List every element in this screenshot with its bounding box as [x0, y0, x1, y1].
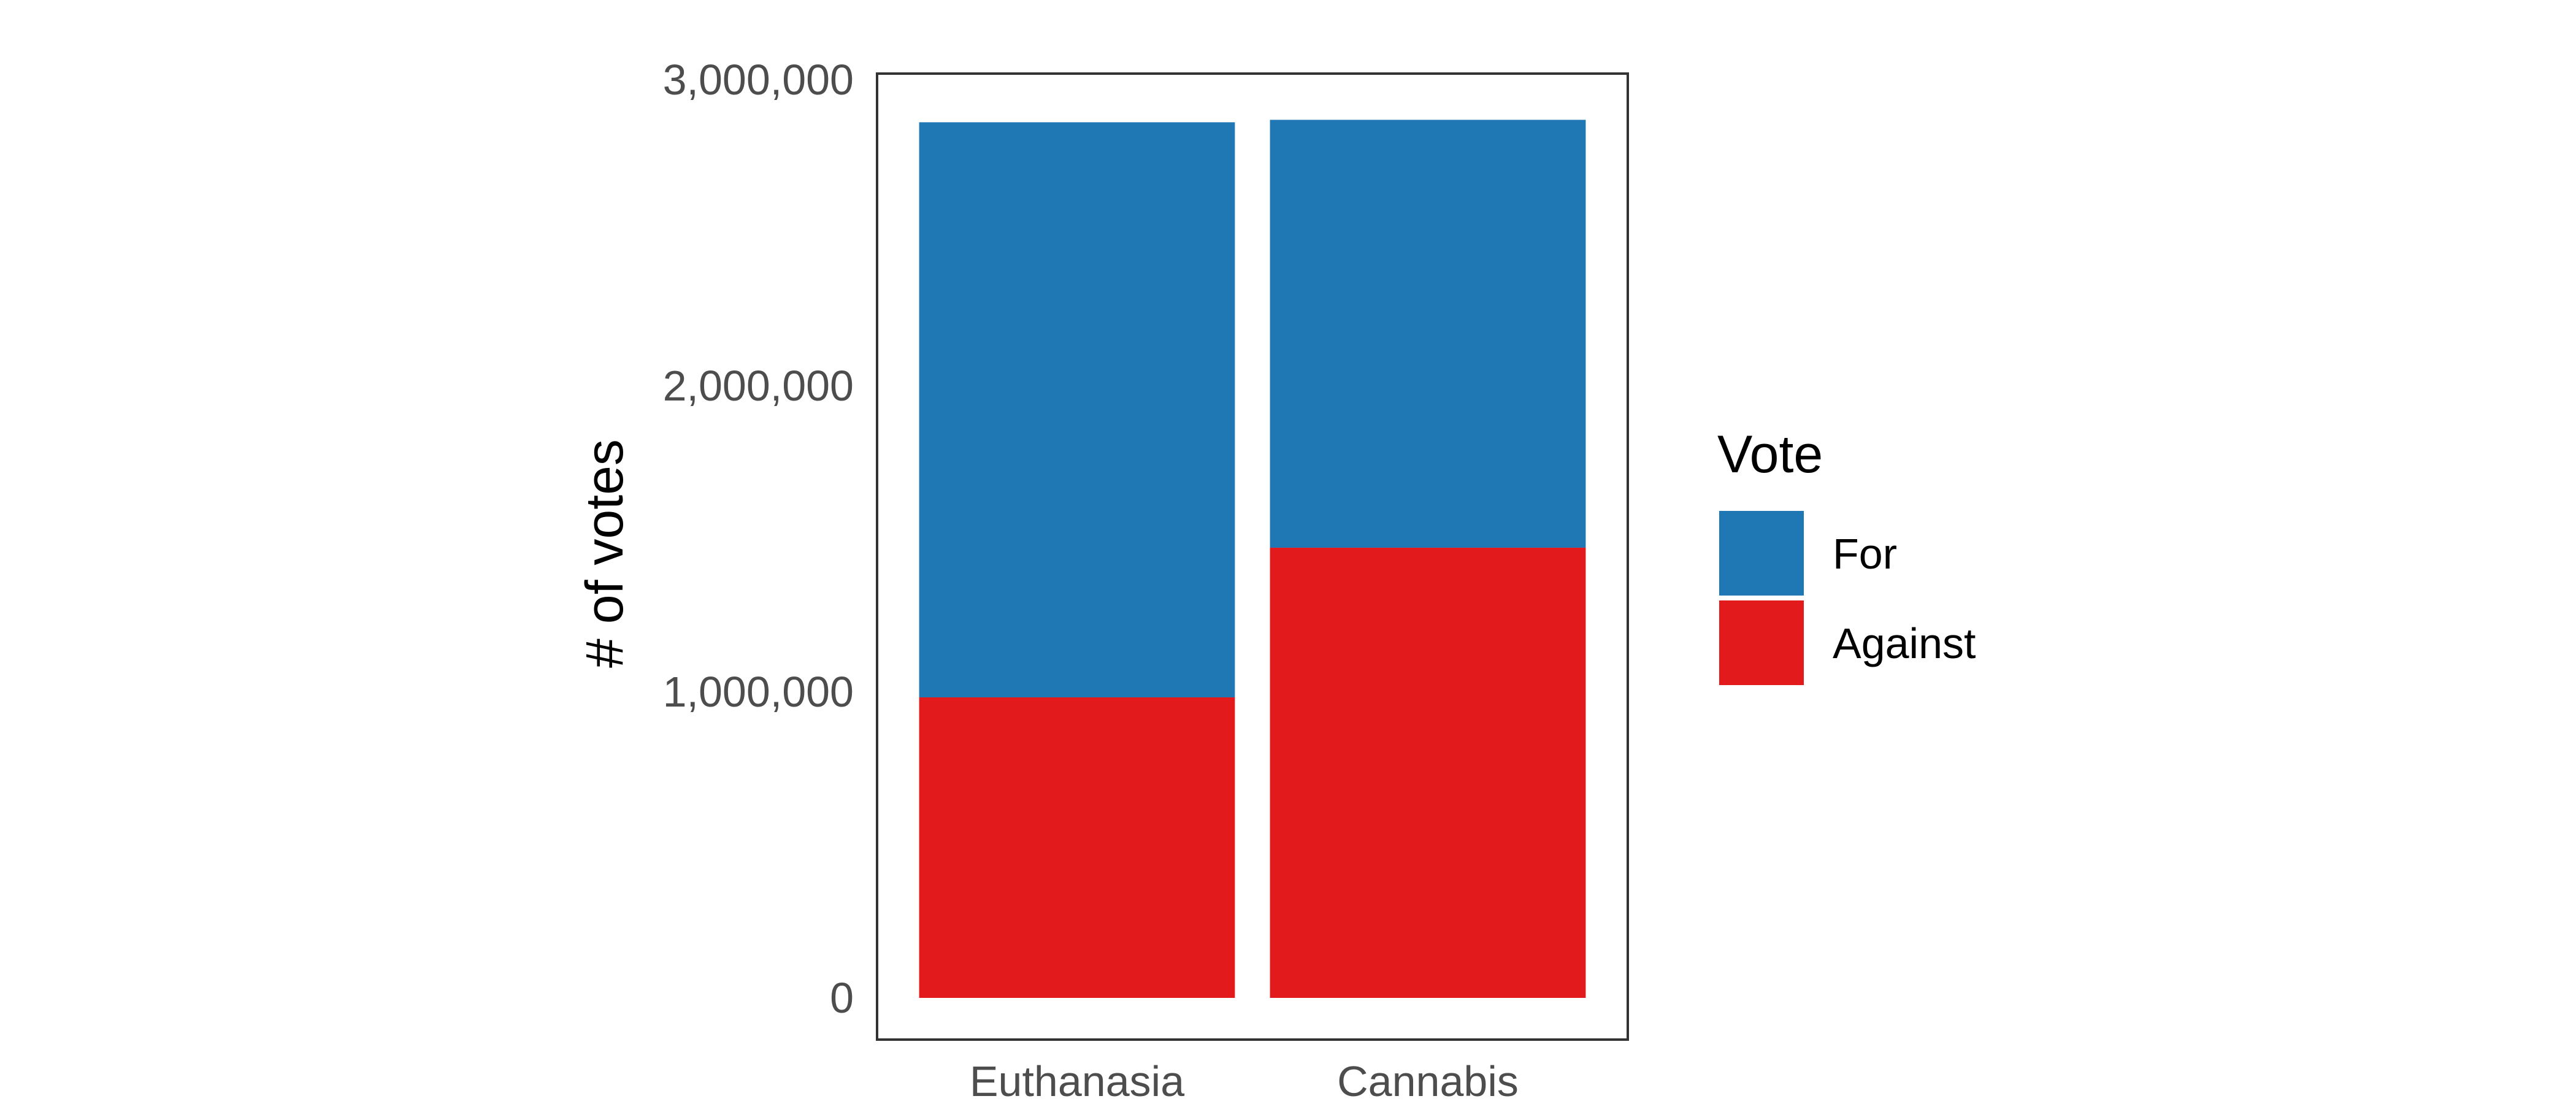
legend-key-for [1719, 511, 1804, 596]
legend-title: Vote [1717, 425, 1823, 484]
bar-cannabis-against [1270, 547, 1586, 998]
plot-panel-border [876, 72, 1629, 1041]
y-tick-label: 0 [830, 974, 854, 1022]
x-axis-ticks: Euthanasia Cannabis [970, 1057, 1519, 1104]
bar-euthanasia-against [919, 697, 1235, 998]
legend-items: For Against [1719, 511, 1976, 685]
legend-key-against [1719, 600, 1804, 685]
y-tick-label: 1,000,000 [663, 668, 854, 716]
x-tick-label: Euthanasia [970, 1057, 1184, 1104]
y-axis-title: # of votes [575, 439, 634, 668]
bars-layer [919, 120, 1586, 998]
y-axis-ticks: 0 1,000,000 2,000,000 3,000,000 [663, 56, 854, 1022]
legend: Vote For Against [1717, 425, 1976, 685]
bar-cannabis-for [1270, 120, 1586, 548]
bar-euthanasia-for [919, 122, 1235, 697]
y-tick-label: 2,000,000 [663, 362, 854, 410]
y-tick-label: 3,000,000 [663, 56, 854, 104]
legend-label-for: For [1833, 530, 1897, 578]
x-tick-label: Cannabis [1337, 1057, 1519, 1104]
legend-label-against: Against [1833, 619, 1976, 667]
